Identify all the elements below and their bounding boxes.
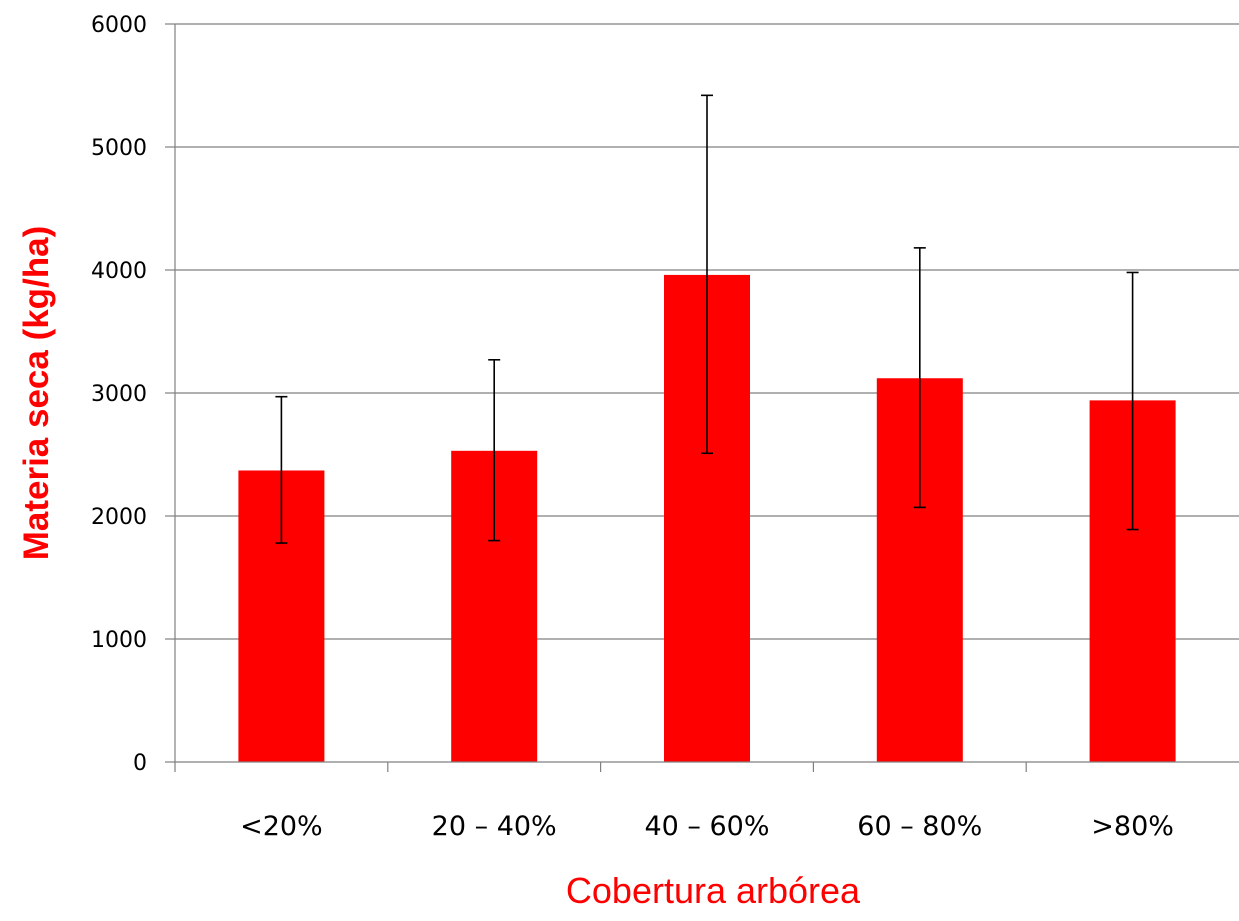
y-tick-label: 1000 [91,628,147,653]
y-tick-label: 5000 [91,136,147,161]
x-axis-title: Cobertura arbórea [566,870,861,911]
y-tick-label: 3000 [91,382,147,407]
x-category-label: 20 – 40% [432,811,557,842]
y-tick-label: 2000 [91,505,147,530]
y-axis-title: Materia seca (kg/ha) [17,226,56,561]
x-category-label: >80% [1091,811,1174,842]
x-category-label: 40 – 60% [644,811,769,842]
y-tick-label: 4000 [91,259,147,284]
x-category-label: <20% [240,811,323,842]
y-tick-label: 0 [133,751,147,776]
x-category-label: 60 – 80% [857,811,982,842]
y-tick-label: 6000 [91,13,147,38]
